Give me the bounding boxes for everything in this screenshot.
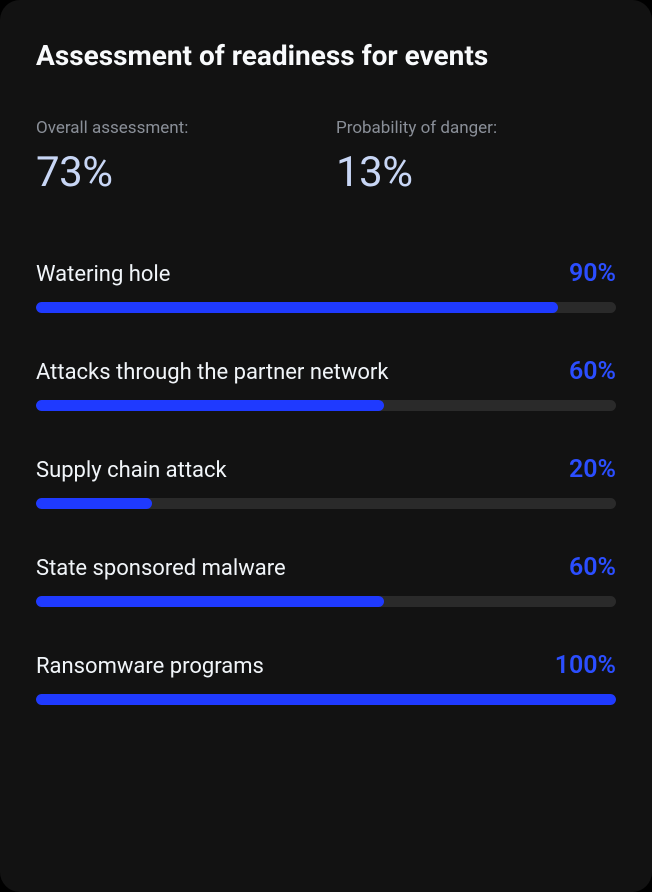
bar-value: 60% [569,357,616,386]
metrics-row: Overall assessment: 73% Probability of d… [36,118,616,197]
bar-track [36,302,616,313]
readiness-card: Assessment of readiness for events Overa… [0,0,652,892]
bar-fill [36,498,152,509]
bar-item: State sponsored malware 60% [36,553,616,607]
card-title: Assessment of readiness for events [36,38,616,74]
bar-label: State sponsored malware [36,556,286,581]
bar-label: Ransomware programs [36,654,264,679]
bar-header: State sponsored malware 60% [36,553,616,582]
bar-track [36,694,616,705]
bar-fill [36,302,558,313]
bar-fill [36,596,384,607]
bars-container: Watering hole 90% Attacks through the part… [36,259,616,705]
bar-track [36,498,616,509]
metric-danger: Probability of danger: 13% [336,118,616,197]
bar-item: Supply chain attack 20% [36,455,616,509]
bar-header: Watering hole 90% [36,259,616,288]
bar-fill [36,694,616,705]
bar-value: 90% [569,259,616,288]
bar-value: 20% [569,455,616,484]
metric-value: 73% [36,148,316,197]
bar-item: Watering hole 90% [36,259,616,313]
bar-value: 60% [569,553,616,582]
metric-overall: Overall assessment: 73% [36,118,316,197]
bar-label: Attacks through the partner network [36,360,389,385]
bar-track [36,596,616,607]
bar-item: Attacks through the partner network 60% [36,357,616,411]
metric-value: 13% [336,148,616,197]
metric-label: Overall assessment: [36,118,316,138]
bar-header: Ransomware programs 100% [36,651,616,680]
bar-track [36,400,616,411]
bar-header: Attacks through the partner network 60% [36,357,616,386]
bar-fill [36,400,384,411]
bar-value: 100% [555,651,616,680]
metric-label: Probability of danger: [336,118,616,138]
bar-header: Supply chain attack 20% [36,455,616,484]
bar-label: Watering hole [36,262,170,287]
bar-label: Supply chain attack [36,458,227,483]
bar-item: Ransomware programs 100% [36,651,616,705]
